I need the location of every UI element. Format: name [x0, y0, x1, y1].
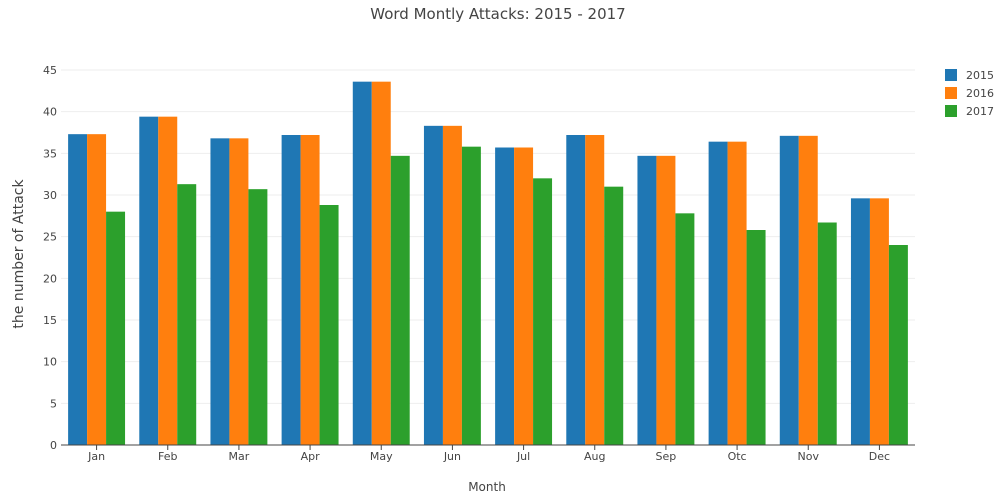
bar-2017-Mar[interactable] — [248, 189, 268, 445]
bar-2017-Aug[interactable] — [604, 186, 624, 445]
y-tick-label: 35 — [43, 147, 57, 160]
y-tick-label: 10 — [43, 356, 57, 369]
bar-2016-Dec[interactable] — [869, 198, 889, 445]
legend-label[interactable]: 2016 — [966, 87, 994, 100]
y-tick-label: 0 — [50, 439, 57, 452]
x-axis-title: Month — [468, 480, 506, 494]
bar-2016-Otc[interactable] — [727, 141, 747, 445]
y-axis: 0 5 10 15 20 25 30 35 40 45 — [43, 64, 57, 452]
chart-title: Word Montly Attacks: 2015 - 2017 — [370, 5, 625, 23]
x-tick-label: Mar — [229, 450, 250, 463]
x-tick-label: Nov — [798, 450, 820, 463]
bar-2015-Feb[interactable] — [139, 116, 159, 446]
x-tick-label: Dec — [869, 450, 890, 463]
bar-2016-Jul[interactable] — [514, 147, 534, 446]
bar-2015-May[interactable] — [352, 81, 372, 446]
bar-2016-Nov[interactable] — [798, 135, 818, 446]
y-tick-label: 30 — [43, 189, 57, 202]
x-tick-label: Otc — [728, 450, 747, 463]
bar-2017-Apr[interactable] — [319, 205, 339, 445]
bar-2015-Aug[interactable] — [566, 135, 586, 445]
bar-2017-Feb[interactable] — [177, 184, 197, 445]
bar-2015-Jul[interactable] — [495, 147, 515, 446]
bar-2015-Sep[interactable] — [637, 155, 657, 446]
x-tick-label: Jun — [443, 450, 461, 463]
bar-2016-Apr[interactable] — [300, 135, 320, 445]
y-tick-label: 5 — [50, 397, 57, 410]
gridlines — [61, 69, 915, 404]
legend-swatch-2017[interactable] — [945, 105, 957, 117]
y-tick-label: 40 — [43, 106, 57, 119]
bar-2016-Feb[interactable] — [158, 116, 178, 446]
bar-2017-May[interactable] — [390, 155, 410, 446]
x-axis: Jan Feb Mar Apr May Jun Jul Aug Sep Otc Nov Dec — [61, 444, 915, 463]
bar-2017-Otc[interactable] — [746, 230, 766, 445]
bar-2017-Nov[interactable] — [817, 222, 837, 446]
x-tick-label: Jan — [87, 450, 105, 463]
bar-2016-Jan[interactable] — [87, 134, 107, 445]
bar-2015-Otc[interactable] — [708, 141, 728, 445]
legend-swatch-2015[interactable] — [945, 69, 957, 81]
bar-2016-May[interactable] — [371, 81, 391, 446]
x-tick-label: Aug — [584, 450, 605, 463]
bar-2015-Jun[interactable] — [423, 125, 443, 445]
y-tick-label: 45 — [43, 64, 57, 77]
y-tick-label: 15 — [43, 314, 57, 327]
bar-2015-Dec[interactable] — [850, 198, 870, 445]
legend-swatch-2016[interactable] — [945, 87, 957, 99]
legend-label[interactable]: 2017 — [966, 105, 994, 118]
x-tick-label: Jul — [516, 450, 530, 463]
bars — [68, 81, 908, 446]
bar-2016-Sep[interactable] — [656, 155, 676, 446]
bar-2017-Sep[interactable] — [675, 213, 695, 445]
y-axis-title: the number of Attack — [11, 179, 27, 329]
bar-2015-Apr[interactable] — [281, 135, 301, 445]
bar-2017-Dec[interactable] — [888, 245, 908, 445]
x-tick-label: May — [370, 450, 393, 463]
bar-2016-Aug[interactable] — [585, 135, 605, 445]
y-tick-label: 25 — [43, 231, 57, 244]
bar-2017-Jun[interactable] — [461, 146, 481, 445]
bar-2015-Nov[interactable] — [779, 135, 799, 446]
legend[interactable]: 2015 2016 2017 — [945, 69, 994, 118]
bar-2017-Jul[interactable] — [533, 178, 553, 446]
x-tick-label: Apr — [301, 450, 321, 463]
y-tick-label: 20 — [43, 272, 57, 285]
bar-2016-Jun[interactable] — [442, 125, 462, 445]
x-tick-label: Sep — [656, 450, 677, 463]
bar-2017-Jan[interactable] — [106, 211, 126, 445]
x-tick-label: Feb — [158, 450, 177, 463]
legend-label[interactable]: 2015 — [966, 69, 994, 82]
bar-2015-Jan[interactable] — [68, 134, 88, 445]
bar-2015-Mar[interactable] — [210, 138, 230, 446]
bar-2016-Mar[interactable] — [229, 138, 249, 446]
